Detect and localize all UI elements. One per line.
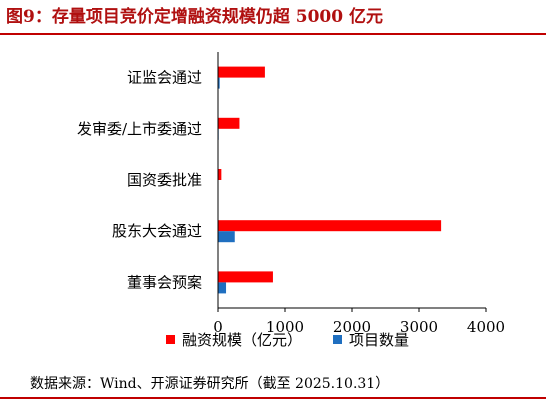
- bar-financing-scale: [218, 169, 222, 180]
- title-divider: [0, 33, 546, 35]
- x-tick-label: 3000: [400, 318, 438, 336]
- bar-financing-scale: [218, 66, 265, 78]
- legend-label-financing-scale: 融资规模（亿元）: [182, 331, 302, 349]
- bar-financing-scale: [218, 117, 240, 129]
- category-label: 国资委批准: [127, 171, 202, 189]
- source-note: 数据来源：Wind、开源证券研究所（截至 2025.10.31）: [30, 376, 390, 392]
- bar-financing-scale: [218, 271, 273, 283]
- legend-swatch-project-count: [333, 335, 342, 344]
- x-tick-label: 2000: [333, 318, 371, 336]
- legend-swatch-financing-scale: [166, 335, 175, 344]
- bar-financing-scale: [218, 220, 442, 232]
- bar-project-count: [218, 231, 235, 243]
- legend-label-project-count: 项目数量: [349, 331, 409, 349]
- category-label: 发审委/上市委通过: [77, 120, 202, 138]
- bottom-divider: [0, 397, 546, 399]
- bar-project-count: [218, 77, 220, 89]
- category-label: 董事会预案: [127, 273, 202, 291]
- category-label: 证监会通过: [127, 69, 202, 87]
- bar-project-count: [218, 282, 227, 294]
- category-label: 股东大会通过: [112, 222, 202, 240]
- chart-title: 图9：存量项目竞价定增融资规模仍超 5000 亿元: [6, 7, 383, 27]
- x-tick-label: 0: [213, 318, 223, 336]
- x-tick-label: 4000: [467, 318, 505, 336]
- x-tick-label: 1000: [266, 318, 304, 336]
